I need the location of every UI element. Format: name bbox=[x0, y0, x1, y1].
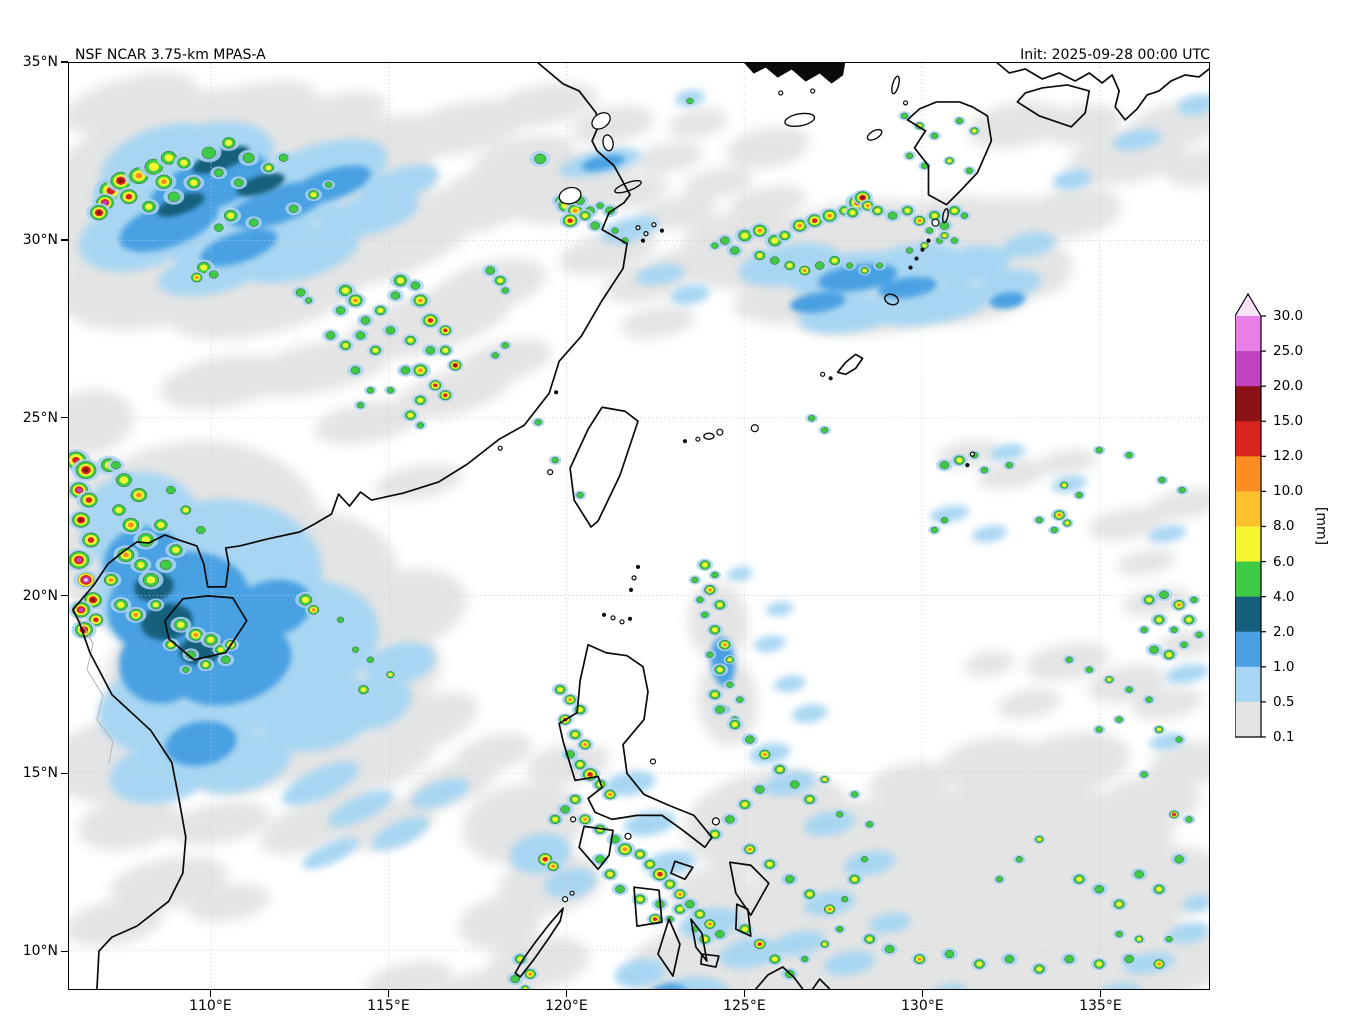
y-tick-label: 10°N bbox=[22, 943, 58, 960]
colorbar-tick-label: 25.0 bbox=[1273, 343, 1304, 360]
coastlines-layer bbox=[72, 63, 1209, 989]
x-tick-label: 125°E bbox=[723, 998, 766, 1014]
country-borders-layer bbox=[78, 617, 114, 764]
x-tick-label: 110°E bbox=[189, 998, 232, 1014]
y-tick-label: 20°N bbox=[22, 587, 58, 604]
colorbar-bar bbox=[1234, 292, 1266, 738]
x-tick-mark bbox=[387, 990, 390, 997]
map-canvas bbox=[69, 63, 1209, 989]
convective-cells-layer bbox=[69, 96, 1206, 989]
x-tick-mark bbox=[743, 990, 746, 997]
colorbar-tick-label: 10.0 bbox=[1273, 483, 1304, 500]
colorbar-tick-label: 30.0 bbox=[1273, 308, 1304, 324]
colorbar bbox=[1234, 292, 1269, 743]
colorbar-tick-label: 0.5 bbox=[1273, 693, 1295, 710]
colorbar-tick-label: 15.0 bbox=[1273, 413, 1304, 430]
y-tick-label: 15°N bbox=[22, 765, 58, 782]
y-tick-mark bbox=[61, 417, 68, 419]
colorbar-tick-label: 8.0 bbox=[1273, 518, 1295, 535]
colorbar-tick-label: 2.0 bbox=[1273, 623, 1295, 640]
y-tick-label: 30°N bbox=[22, 231, 58, 248]
x-tick-label: 135°E bbox=[1079, 998, 1122, 1014]
init-time: Init: 2025-09-28 00:00 UTC bbox=[1020, 46, 1210, 63]
x-tick-label: 115°E bbox=[367, 998, 410, 1014]
colorbar-tick-label: 1.0 bbox=[1273, 658, 1295, 675]
colorbar-tick-label: 6.0 bbox=[1273, 553, 1295, 570]
x-tick-label: 130°E bbox=[901, 998, 944, 1014]
gridlines bbox=[69, 63, 1209, 989]
y-tick-mark bbox=[61, 772, 68, 775]
x-tick-label: 120°E bbox=[545, 998, 588, 1014]
y-tick-label: 35°N bbox=[22, 54, 58, 70]
x-tick-mark bbox=[209, 990, 212, 997]
x-tick-mark bbox=[1099, 990, 1102, 997]
y-tick-label: 25°N bbox=[22, 409, 58, 426]
colorbar-tick-label: 4.0 bbox=[1273, 588, 1295, 605]
model-name: NSF NCAR 3.75-km MPAS-A bbox=[75, 46, 266, 63]
colorbar-unit-label: [mm] bbox=[1313, 506, 1330, 546]
x-tick-mark bbox=[565, 990, 568, 997]
y-tick-mark bbox=[61, 61, 68, 63]
map-plot bbox=[68, 62, 1210, 990]
colorbar-tick-label: 12.0 bbox=[1273, 448, 1304, 465]
colorbar-tick-label: 0.1 bbox=[1273, 728, 1295, 745]
y-tick-mark bbox=[61, 950, 68, 952]
y-tick-mark bbox=[61, 239, 68, 241]
colorbar-tick-label: 20.0 bbox=[1273, 378, 1304, 395]
x-tick-mark bbox=[921, 990, 924, 997]
y-tick-mark bbox=[61, 594, 68, 597]
